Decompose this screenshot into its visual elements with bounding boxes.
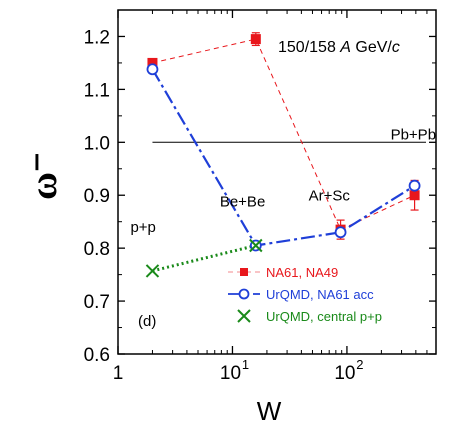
plot-layer: 0.60.70.80.91.01.11.21 10 1 10 2Wω⁻p+pBe+Be A… [23,9,437,426]
data-point-square [250,34,261,45]
series-line-1 [151,68,416,247]
legend-entry: NA61, NA49 [266,265,338,280]
x-tick-exponent: 1 [242,357,249,372]
y-axis-title: ω⁻ [23,152,65,200]
x-tick-label: 10 [334,363,355,384]
data-point-circle [146,63,159,76]
series-line-0 [152,38,415,231]
x-tick-label: 1 [113,363,124,384]
series-line-2 [152,244,257,273]
data-point-square [409,190,420,201]
x-tick-label: 10 [220,363,241,384]
data-point-circle [334,226,347,239]
energy-label: 150/158 A GeV/c [278,39,400,56]
y-tick-label: 0.9 [84,186,110,207]
legend-entry: UrQMD, central p+p [266,309,382,324]
y-tick-label: 1.2 [84,27,110,48]
data-point-square [147,57,158,68]
x-axis-title: W [257,396,282,426]
annotation-label: p+p [130,219,155,236]
y-tick-label: 1.0 [84,133,110,154]
annotation-label: Be+Be [220,193,265,210]
x-tick-exponent: 2 [356,357,363,372]
annotation-label: Ar+Sc [309,188,351,205]
data-point-cross [145,264,160,278]
legend-marker [238,288,250,300]
panel-label: (d) [138,313,156,330]
y-tick-label: 0.8 [84,239,110,260]
y-tick-label: 0.6 [84,345,110,366]
annotation-label: Pb+Pb [391,126,436,143]
y-tick-label: 1.1 [84,80,110,101]
y-tick-label: 0.7 [84,292,110,313]
data-point-cross [249,238,263,253]
legend-marker [237,309,251,323]
legend-marker [240,268,248,276]
data-point-circle [408,179,421,192]
legend-entry: UrQMD, NA61 acc [266,287,374,302]
plot-frame [117,9,437,355]
